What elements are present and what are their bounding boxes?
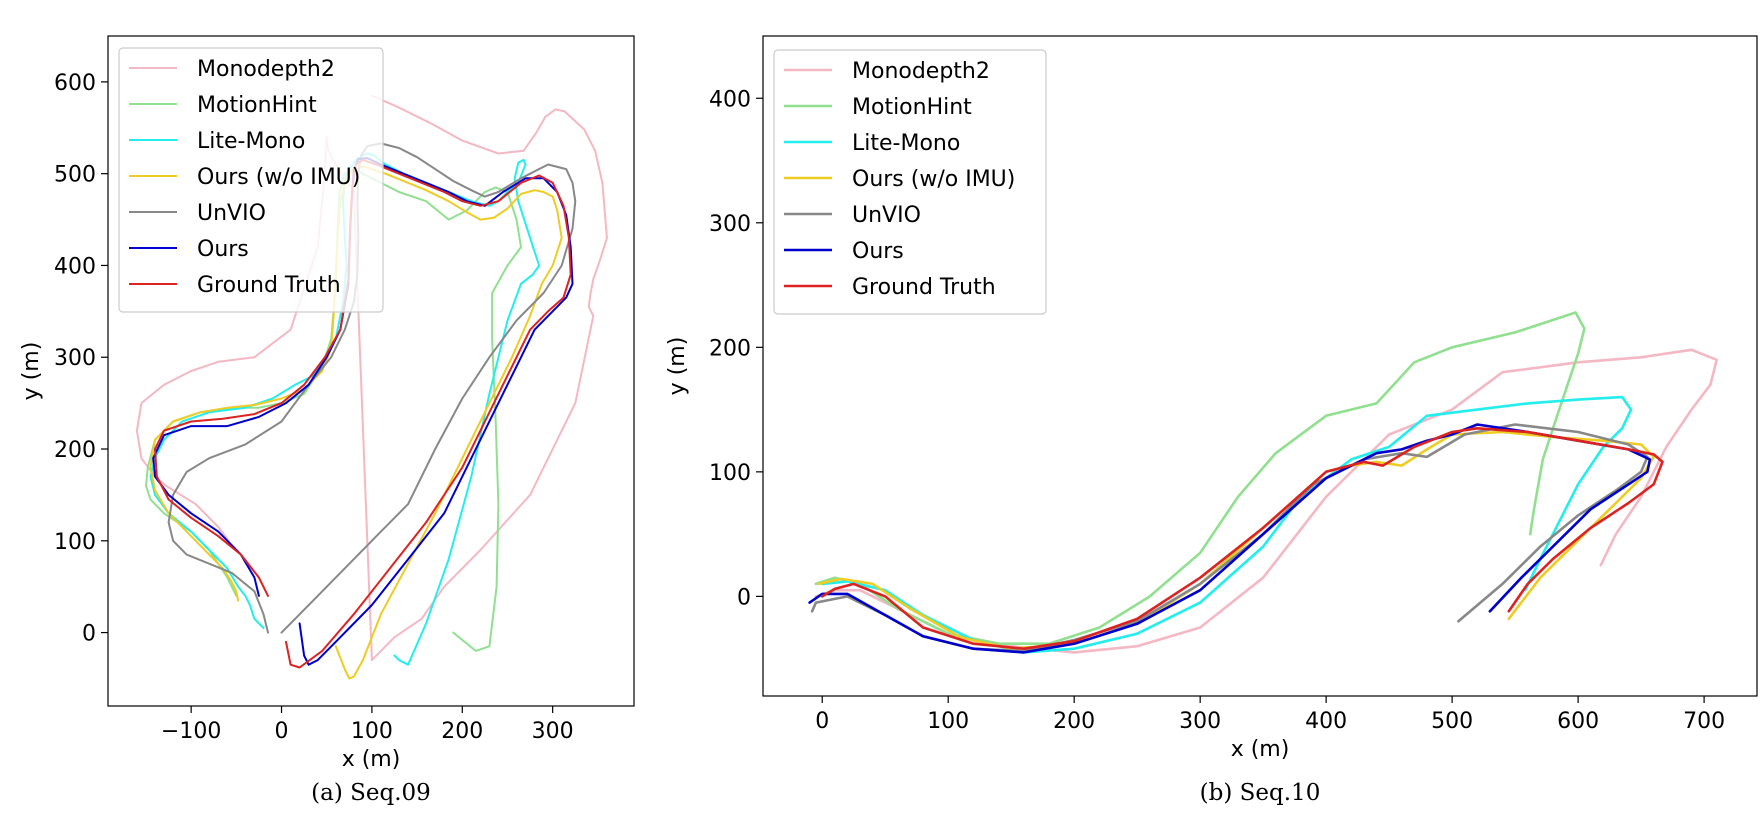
chart-0-legend-label-ours: Ours [197, 237, 249, 262]
chart-0-legend-label-ours-w-o-imu: Ours (w/o IMU) [197, 165, 360, 190]
chart-0-y-tick-label: 200 [54, 438, 96, 463]
chart-1-plot-frame [762, 35, 1758, 697]
chart-0-y-axis-label: y (m) [19, 342, 44, 401]
chart-1-x-tick-label: 600 [1557, 709, 1599, 734]
chart-1-x-tick-label: 100 [927, 709, 969, 734]
chart-1-legend-label-monodepth2: Monodepth2 [852, 59, 990, 84]
chart-0-x-tick-label: −100 [161, 719, 221, 744]
chart-0-x-axis-label: x (m) [342, 747, 401, 772]
chart-1-x-tick-label: 700 [1683, 709, 1725, 734]
chart-0-legend: Monodepth2 MotionHint Lite-Mono Ours (w/o I… [118, 47, 384, 313]
chart-1-legend-label-unvio: UnVIO [852, 203, 921, 228]
chart-1-series-motionhint [814, 311, 1586, 645]
chart-0-series-ground-truth [154, 158, 572, 669]
chart-0-y-tick-label: 500 [54, 163, 96, 188]
chart-1-legend-box [773, 49, 1047, 315]
chart-1-legend-label-motionhint: MotionHint [852, 95, 972, 120]
chart-0-series-ours [152, 157, 574, 666]
chart-0-legend-box [118, 47, 384, 313]
chart-0-caption: (a) Seq.09 [311, 780, 431, 806]
chart-0-plot-frame [107, 35, 635, 707]
chart-0-y-tick-label: 100 [54, 530, 96, 555]
chart-0-x-tick-label: 200 [441, 719, 483, 744]
chart-0-legend-label-lite-mono: Lite-Mono [197, 129, 305, 154]
chart-1-y-axis-label: y (m) [665, 337, 690, 396]
chart-0-legend-label-ground-truth: Ground Truth [197, 273, 341, 298]
panel-a-seq09: −100 0 100 200 300 0 100 200 300 400 500 600 x (m) y … [19, 35, 635, 806]
chart-0-x-tick-label: 100 [351, 719, 393, 744]
chart-1-series-ours [808, 423, 1652, 654]
chart-0-series-monodepth2 [135, 94, 608, 662]
panel-b-seq10: 0 100 200 300 400 500 600 700 0 100 200 300 400 x (m)… [665, 35, 1758, 806]
chart-1-legend-label-ours-w-o-imu: Ours (w/o IMU) [852, 167, 1015, 192]
chart-0-x-tick-label: 300 [532, 719, 574, 744]
chart-0-series-ours-w-o-imu [149, 165, 563, 680]
chart-1-y-tick-label: 400 [709, 87, 751, 112]
chart-1-y-tick-label: 300 [709, 212, 751, 237]
chart-1-legend-label-ours: Ours [852, 239, 904, 264]
chart-0-y-tick-label: 0 [82, 622, 96, 647]
chart-0-legend-label-monodepth2: Monodepth2 [197, 57, 335, 82]
chart-0-legend-label-unvio: UnVIO [197, 201, 266, 226]
chart-0-y-tick-label: 300 [54, 346, 96, 371]
chart-1-series-ground-truth [820, 427, 1664, 650]
chart-1-caption: (b) Seq.10 [1200, 780, 1321, 806]
chart-1-series-group [808, 311, 1718, 654]
chart-0-series-unvio [167, 142, 577, 634]
chart-1-x-tick-label: 500 [1431, 709, 1473, 734]
chart-1-x-axis-label: x (m) [1231, 737, 1290, 762]
chart-1-legend-label-ground-truth: Ground Truth [852, 275, 996, 300]
chart-1-x-tick-label: 200 [1053, 709, 1095, 734]
chart-1-series-monodepth2 [814, 348, 1718, 654]
chart-1-series-unvio [810, 423, 1649, 653]
chart-1-y-tick-label: 100 [709, 461, 751, 486]
chart-1-x-tick-label: 0 [815, 709, 829, 734]
chart-1-series-ours-w-o-imu [817, 430, 1655, 650]
chart-1-x-tick-label: 300 [1179, 709, 1221, 734]
chart-1-y-tick-label: 0 [737, 585, 751, 610]
chart-0-legend-label-motionhint: MotionHint [197, 93, 317, 118]
chart-0-x-tick-label: 0 [275, 719, 289, 744]
chart-1-x-tick-label: 400 [1305, 709, 1347, 734]
chart-0-y-tick-label: 400 [54, 254, 96, 279]
chart-0-y-tick-label: 600 [54, 71, 96, 96]
chart-1-y-tick-label: 200 [709, 336, 751, 361]
chart-1-legend-label-lite-mono: Lite-Mono [852, 131, 960, 156]
chart-1-legend: Monodepth2 MotionHint Lite-Mono Ours (w/o I… [773, 49, 1047, 315]
chart-1-series-lite-mono [820, 395, 1633, 654]
